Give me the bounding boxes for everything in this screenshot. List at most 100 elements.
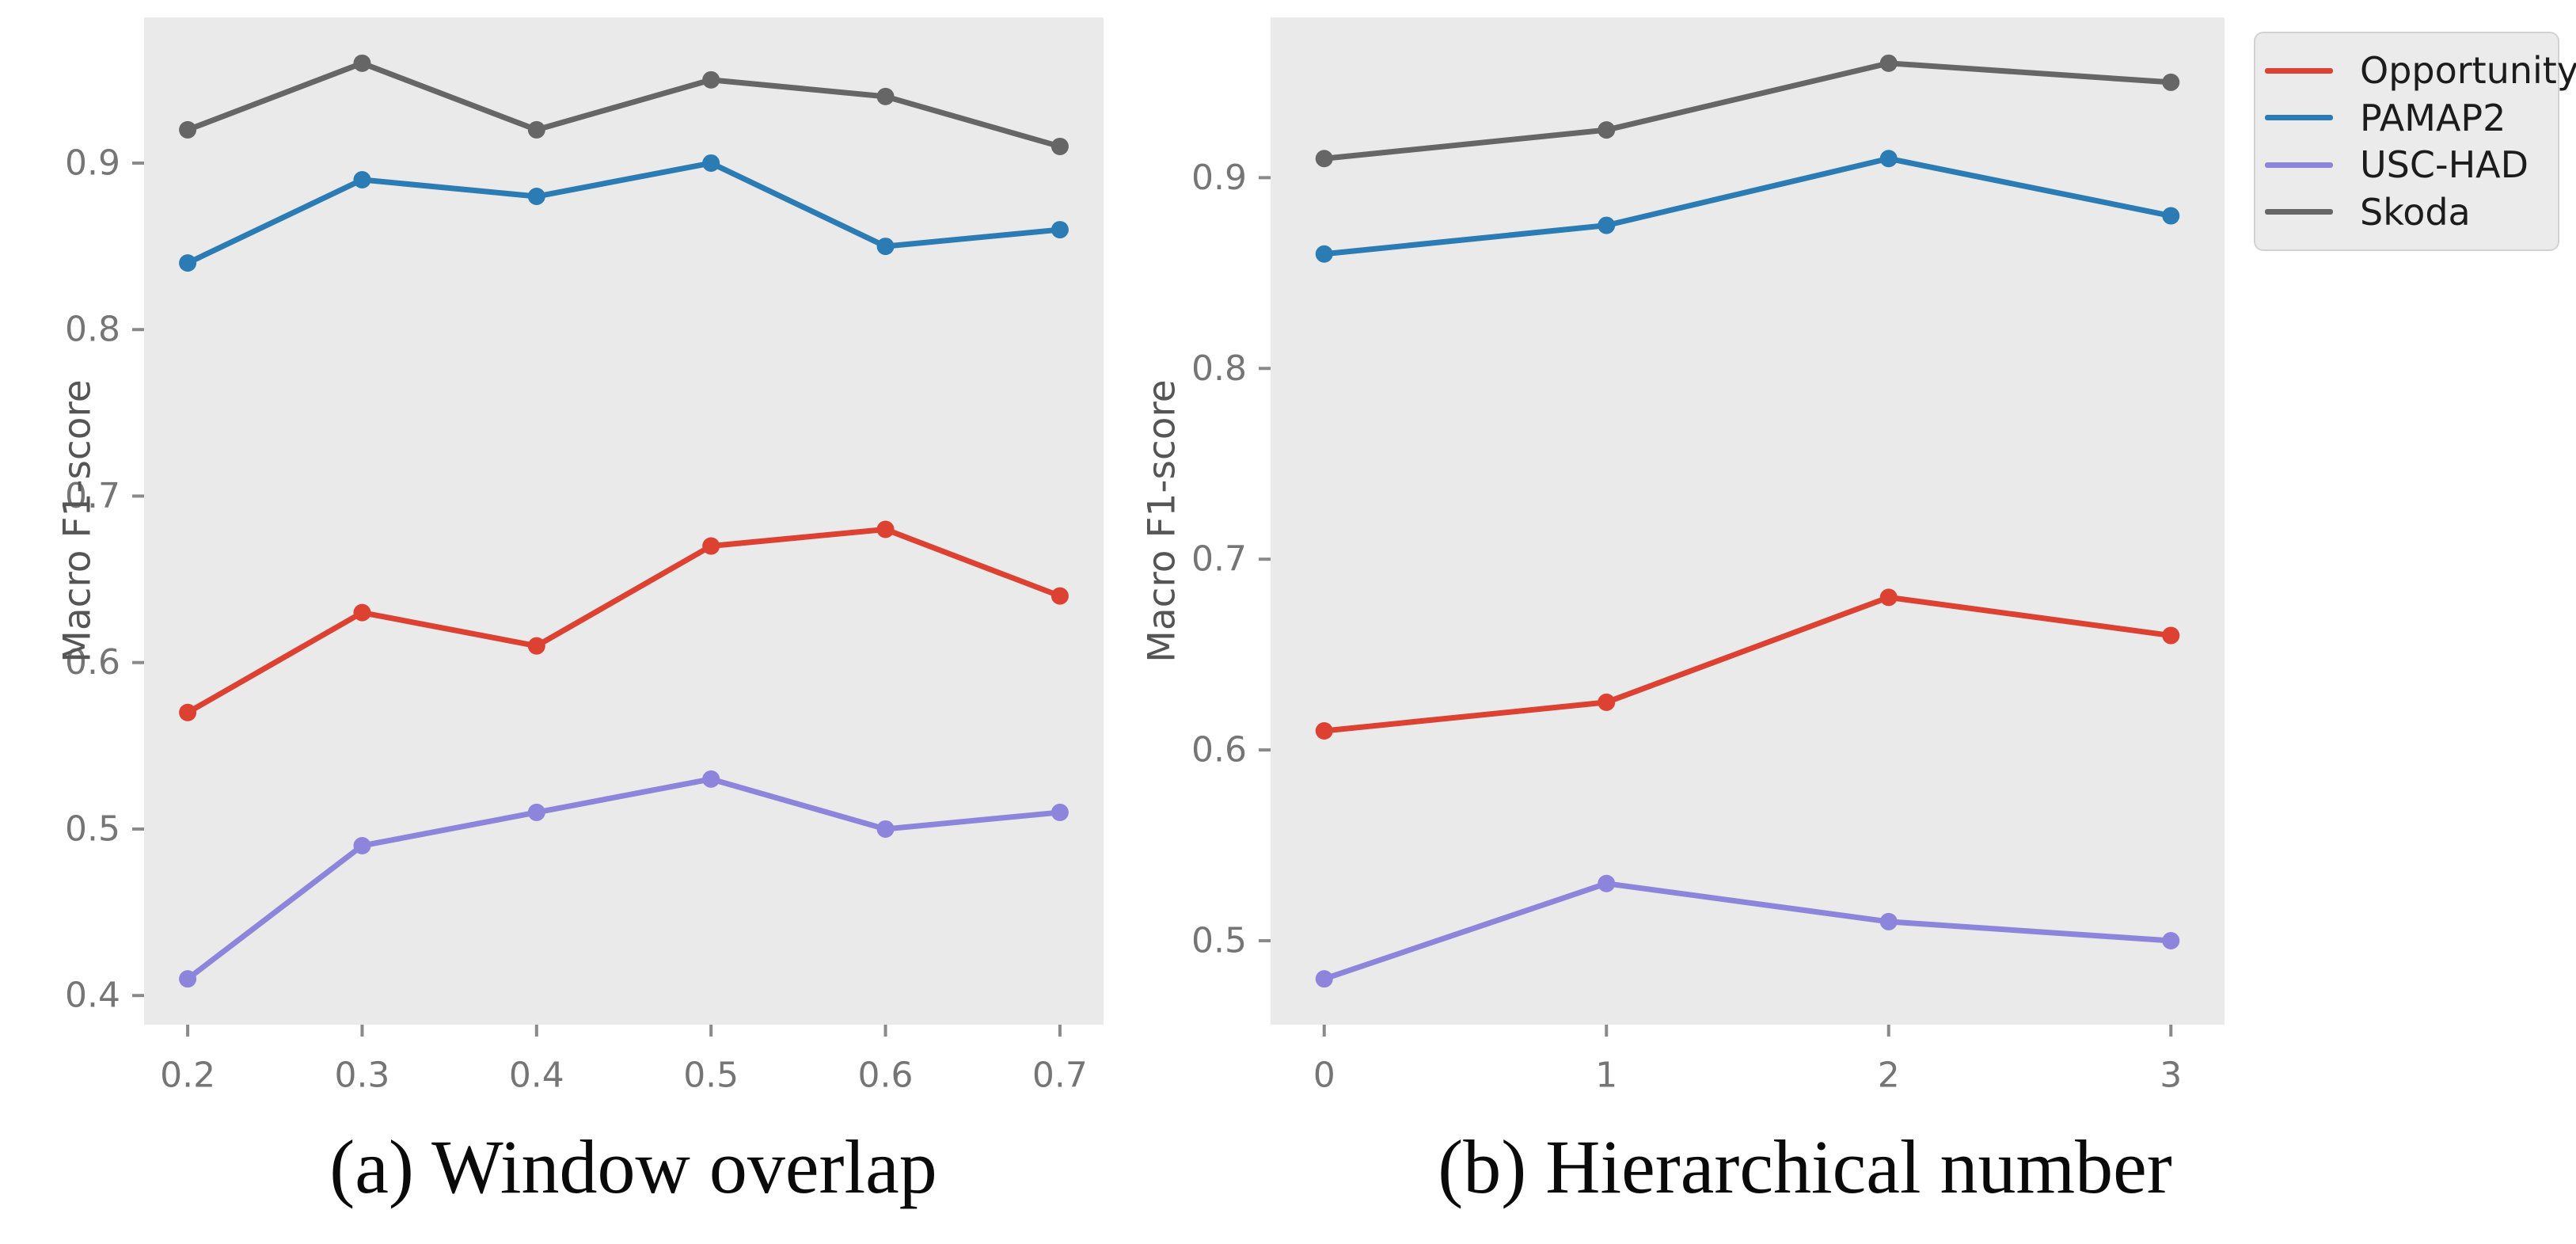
x-tick-label: 0.6 xyxy=(858,1056,914,1096)
data-point-marker xyxy=(876,820,895,838)
caption-window-overlap: (a) Window overlap xyxy=(329,1124,937,1209)
data-point-marker xyxy=(353,836,371,854)
x-tick-label: 0.3 xyxy=(334,1056,389,1096)
series-pamap2 xyxy=(179,154,1069,272)
data-point-marker xyxy=(1051,221,1069,239)
data-point-marker xyxy=(1879,150,1898,168)
legend-label: Opportunity xyxy=(2360,49,2576,92)
data-point-marker xyxy=(702,154,720,172)
y-axis-label: Macro F1-score xyxy=(1141,379,1184,662)
data-point-marker xyxy=(527,188,545,206)
series-line xyxy=(1321,60,2174,162)
y-tick-label: 0.7 xyxy=(1191,539,1247,580)
x-tick-label: 0.4 xyxy=(509,1056,564,1096)
series-usc-had xyxy=(179,770,1069,988)
y-tick-label: 0.9 xyxy=(65,143,120,183)
series-line xyxy=(184,776,1063,982)
data-point-marker xyxy=(876,238,895,256)
data-point-marker xyxy=(702,70,720,89)
data-point-marker xyxy=(1598,216,1616,234)
chart-window-overlap: 0.2 0.3 0.4 0.5 0.6 0.7 0.4 0.5 0.6 0.7 0.8 0.9 Macr… xyxy=(56,17,1104,1096)
x-tick-label: 0.2 xyxy=(160,1056,215,1096)
plot-area xyxy=(144,17,1104,1025)
y-tick-label: 0.5 xyxy=(1191,921,1247,961)
x-tick-label: 0 xyxy=(1313,1056,1335,1096)
series-skoda xyxy=(1315,54,2180,168)
data-point-marker xyxy=(527,803,545,821)
data-point-marker xyxy=(1051,587,1069,605)
data-point-marker xyxy=(1598,874,1616,892)
data-point-marker xyxy=(702,770,720,788)
series-usc-had xyxy=(1315,874,2180,988)
data-point-marker xyxy=(1051,803,1069,821)
x-tick-label: 3 xyxy=(2160,1056,2182,1096)
series-line xyxy=(1321,881,2174,982)
plot-area xyxy=(1271,17,2225,1025)
data-point-marker xyxy=(1598,693,1616,711)
legend-label: USC-HAD xyxy=(2360,143,2529,187)
data-point-marker xyxy=(1315,970,1333,988)
legend-item-usc-had: USC-HAD xyxy=(2265,146,2537,183)
legend-line-icon xyxy=(2265,115,2333,121)
chart-hierarchical-number: 0 1 2 3 0.5 0.6 0.7 0.8 0.9 Macro F1-score xyxy=(1141,17,2225,1096)
series-opportunity xyxy=(1315,588,2180,740)
series-line xyxy=(1321,155,2174,257)
series-line xyxy=(184,60,1063,150)
x-tick-label: 1 xyxy=(1595,1056,1617,1096)
y-tick-label: 0.4 xyxy=(65,976,120,1016)
data-point-marker xyxy=(1315,245,1333,263)
data-point-marker xyxy=(702,537,720,555)
data-point-marker xyxy=(353,603,371,622)
series-line xyxy=(184,527,1063,716)
legend-item-pamap2: PAMAP2 xyxy=(2265,100,2537,136)
caption-hierarchical-number: (b) Hierarchical number xyxy=(1438,1124,2172,1209)
data-point-marker xyxy=(2162,626,2180,645)
legend-line-icon xyxy=(2265,67,2333,74)
legend-label: PAMAP2 xyxy=(2360,96,2506,139)
data-point-marker xyxy=(876,520,895,538)
y-tick-label: 0.6 xyxy=(1191,730,1247,770)
series-line xyxy=(184,160,1063,266)
y-tick-label: 0.9 xyxy=(1191,158,1247,198)
data-point-marker xyxy=(1879,588,1898,607)
y-tick-label: 0.7 xyxy=(65,476,120,516)
data-point-marker xyxy=(2162,73,2180,91)
y-tick-label: 0.6 xyxy=(65,642,120,683)
x-tick-label: 2 xyxy=(1878,1056,1900,1096)
data-point-marker xyxy=(2162,932,2180,949)
legend-item-skoda: Skoda xyxy=(2265,194,2537,230)
series-skoda xyxy=(179,54,1069,155)
data-point-marker xyxy=(527,637,545,655)
legend-label: Skoda xyxy=(2360,190,2471,234)
legend-line-icon xyxy=(2265,162,2333,168)
series-line xyxy=(1321,594,2174,734)
data-point-marker xyxy=(353,170,371,188)
series-pamap2 xyxy=(1315,150,2180,263)
data-point-marker xyxy=(1598,121,1616,139)
data-point-marker xyxy=(1879,54,1898,72)
legend-item-opportunity: Opportunity xyxy=(2265,52,2576,89)
data-point-marker xyxy=(179,254,197,272)
data-point-marker xyxy=(1315,150,1333,168)
legend: Opportunity PAMAP2 USC-HAD Skoda xyxy=(2254,32,2576,251)
y-tick-label: 0.5 xyxy=(65,808,120,849)
x-tick-label: 0.7 xyxy=(1032,1056,1088,1096)
legend-line-icon xyxy=(2265,209,2333,215)
data-point-marker xyxy=(1315,722,1333,740)
data-point-marker xyxy=(179,120,197,139)
data-point-marker xyxy=(179,970,197,988)
data-point-marker xyxy=(876,87,895,105)
y-tick-label: 0.8 xyxy=(65,310,120,350)
data-point-marker xyxy=(179,703,197,721)
data-point-marker xyxy=(1051,137,1069,155)
x-tick-label: 0.5 xyxy=(683,1056,739,1096)
data-point-marker xyxy=(353,54,371,72)
data-point-marker xyxy=(2162,207,2180,225)
y-tick-label: 0.8 xyxy=(1191,348,1247,389)
series-opportunity xyxy=(179,520,1069,721)
y-axis-label: Macro F1-score xyxy=(56,379,100,662)
data-point-marker xyxy=(1879,912,1898,930)
data-point-marker xyxy=(527,120,545,139)
